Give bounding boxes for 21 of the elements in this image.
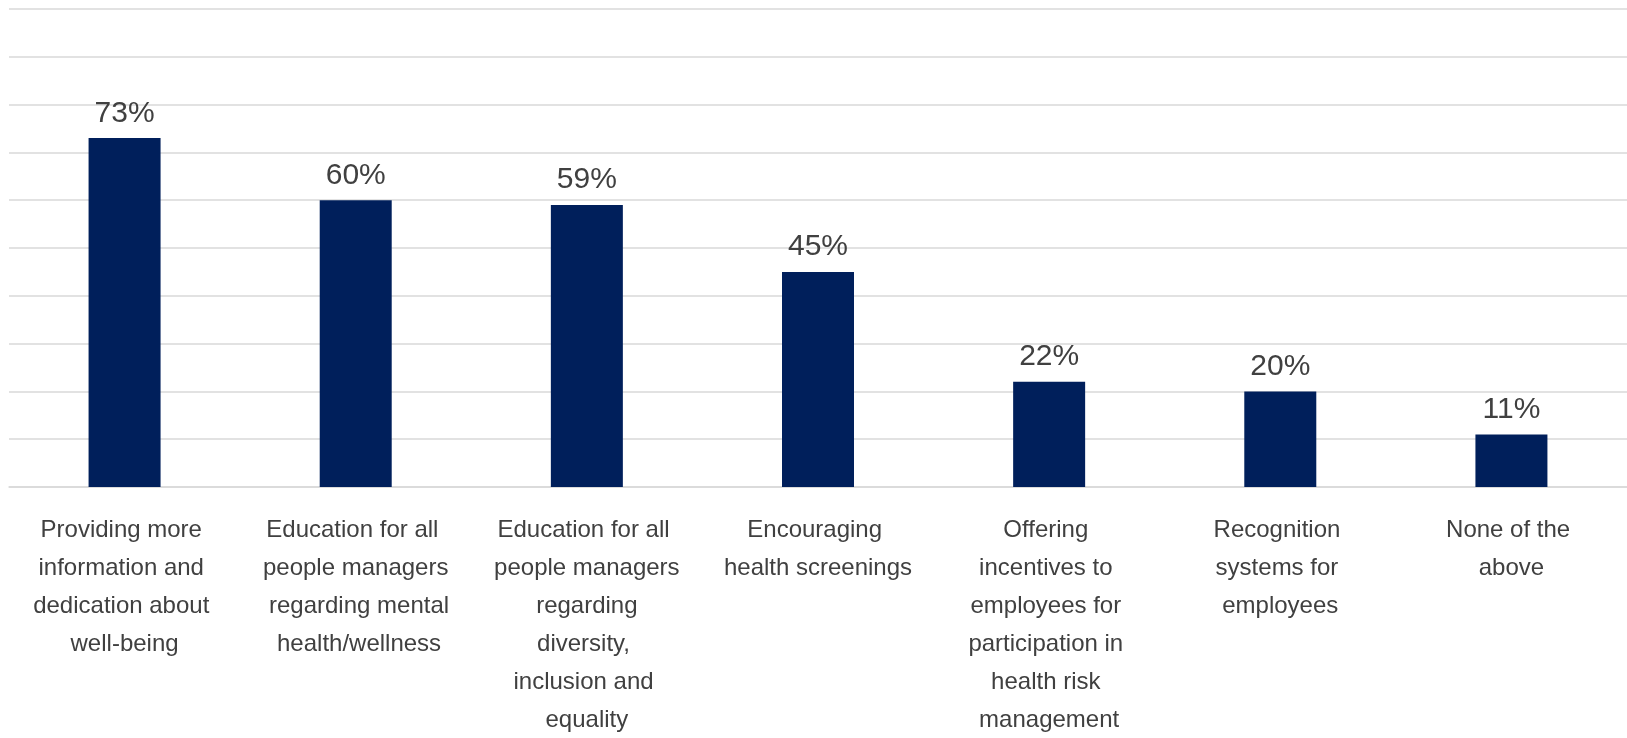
- bar: [88, 138, 161, 487]
- x-tick-label: Offering incentives to employees for participation in health risk management: [968, 514, 1130, 732]
- bar: [319, 200, 392, 487]
- data-label: 73%: [94, 94, 155, 128]
- data-label: 22%: [1019, 338, 1080, 372]
- bar: [1475, 434, 1548, 487]
- x-tick-label: Recognition systems for employees: [1213, 514, 1347, 618]
- data-label: 59%: [556, 161, 617, 195]
- data-label: 60%: [325, 156, 386, 190]
- data-label: 11%: [1482, 390, 1541, 424]
- data-label: 45%: [787, 228, 849, 262]
- bar: [1013, 381, 1086, 487]
- x-tick-label: None of the above: [1446, 514, 1577, 580]
- bar: [1244, 391, 1317, 487]
- x-tick-label: Providing more information and dedication about well-being: [33, 514, 216, 656]
- x-tick-label: Education for all people managers regarding mental health/wellness: [262, 514, 450, 656]
- data-label: 20%: [1250, 347, 1311, 381]
- x-tick-label: Encouraging health screenings: [723, 514, 913, 580]
- x-tick-label: Education for all people managers regarding diversity, inclusion and equality: [494, 514, 680, 732]
- bar: [782, 271, 854, 487]
- bar: [550, 204, 623, 487]
